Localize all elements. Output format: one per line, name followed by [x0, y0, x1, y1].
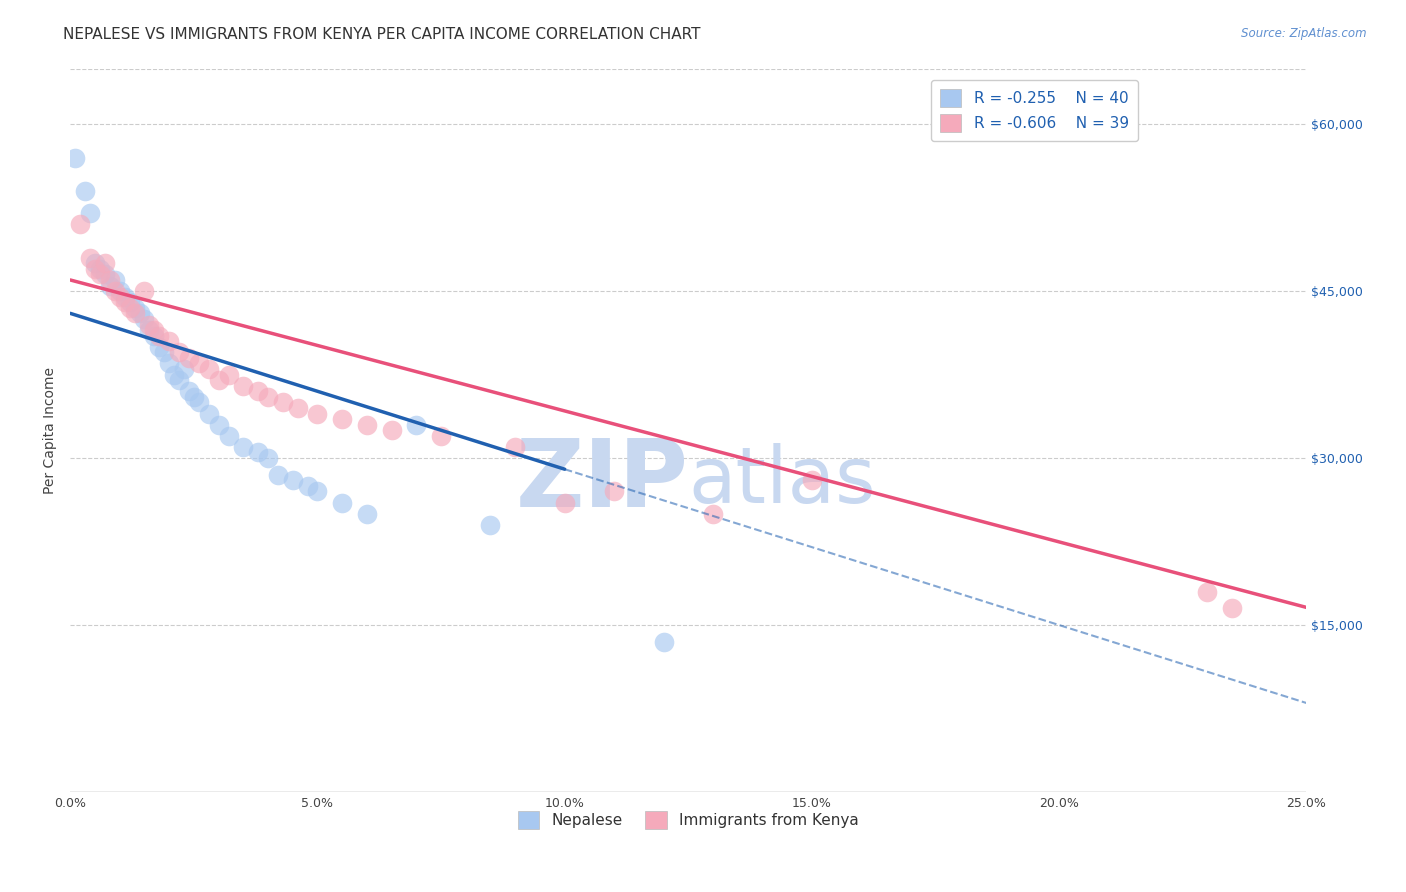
Point: [167, 373, 190, 387]
Point: [554, 495, 576, 509]
Point: [405, 417, 427, 432]
Point: [479, 517, 502, 532]
Point: [247, 445, 270, 459]
Point: [177, 384, 200, 399]
Point: [503, 440, 526, 454]
Point: [148, 340, 170, 354]
Point: [173, 362, 195, 376]
Point: [281, 473, 304, 487]
Point: [104, 284, 127, 298]
Point: [134, 312, 156, 326]
Point: [89, 261, 111, 276]
Point: [183, 390, 205, 404]
Point: [143, 328, 166, 343]
Point: [330, 495, 353, 509]
Point: [89, 268, 111, 282]
Point: [297, 479, 319, 493]
Point: [98, 278, 121, 293]
Point: [94, 268, 117, 282]
Point: [247, 384, 270, 399]
Point: [652, 634, 675, 648]
Point: [267, 467, 290, 482]
Point: [94, 256, 117, 270]
Text: atlas: atlas: [688, 443, 876, 519]
Point: [75, 184, 97, 198]
Point: [702, 507, 724, 521]
Point: [157, 356, 180, 370]
Point: [138, 323, 160, 337]
Point: [207, 373, 229, 387]
Point: [157, 334, 180, 349]
Point: [356, 417, 378, 432]
Point: [287, 401, 309, 415]
Point: [128, 306, 150, 320]
Point: [114, 290, 136, 304]
Point: [218, 429, 240, 443]
Point: [124, 306, 146, 320]
Point: [69, 217, 91, 231]
Y-axis label: Per Capita Income: Per Capita Income: [44, 367, 58, 494]
Point: [207, 417, 229, 432]
Text: Source: ZipAtlas.com: Source: ZipAtlas.com: [1241, 27, 1367, 40]
Point: [307, 484, 329, 499]
Point: [153, 345, 176, 359]
Point: [257, 451, 280, 466]
Text: ZIP: ZIP: [516, 435, 688, 527]
Point: [114, 295, 136, 310]
Point: [232, 440, 254, 454]
Point: [257, 390, 280, 404]
Point: [98, 273, 121, 287]
Point: [330, 412, 353, 426]
Point: [118, 301, 141, 315]
Point: [271, 395, 294, 409]
Legend: Nepalese, Immigrants from Kenya: Nepalese, Immigrants from Kenya: [512, 805, 865, 835]
Point: [118, 295, 141, 310]
Point: [79, 251, 101, 265]
Point: [163, 368, 186, 382]
Point: [167, 345, 190, 359]
Point: [84, 256, 107, 270]
Text: NEPALESE VS IMMIGRANTS FROM KENYA PER CAPITA INCOME CORRELATION CHART: NEPALESE VS IMMIGRANTS FROM KENYA PER CA…: [63, 27, 700, 42]
Point: [124, 301, 146, 315]
Point: [187, 356, 209, 370]
Point: [1197, 584, 1219, 599]
Point: [138, 318, 160, 332]
Point: [84, 261, 107, 276]
Point: [356, 507, 378, 521]
Point: [430, 429, 453, 443]
Point: [143, 323, 166, 337]
Point: [381, 423, 404, 437]
Point: [148, 328, 170, 343]
Point: [177, 351, 200, 365]
Point: [603, 484, 626, 499]
Point: [800, 473, 823, 487]
Point: [104, 273, 127, 287]
Point: [232, 378, 254, 392]
Point: [1220, 601, 1243, 615]
Point: [187, 395, 209, 409]
Point: [307, 407, 329, 421]
Point: [218, 368, 240, 382]
Point: [65, 151, 87, 165]
Point: [108, 290, 131, 304]
Point: [197, 362, 219, 376]
Point: [197, 407, 219, 421]
Point: [108, 284, 131, 298]
Point: [134, 284, 156, 298]
Point: [79, 206, 101, 220]
